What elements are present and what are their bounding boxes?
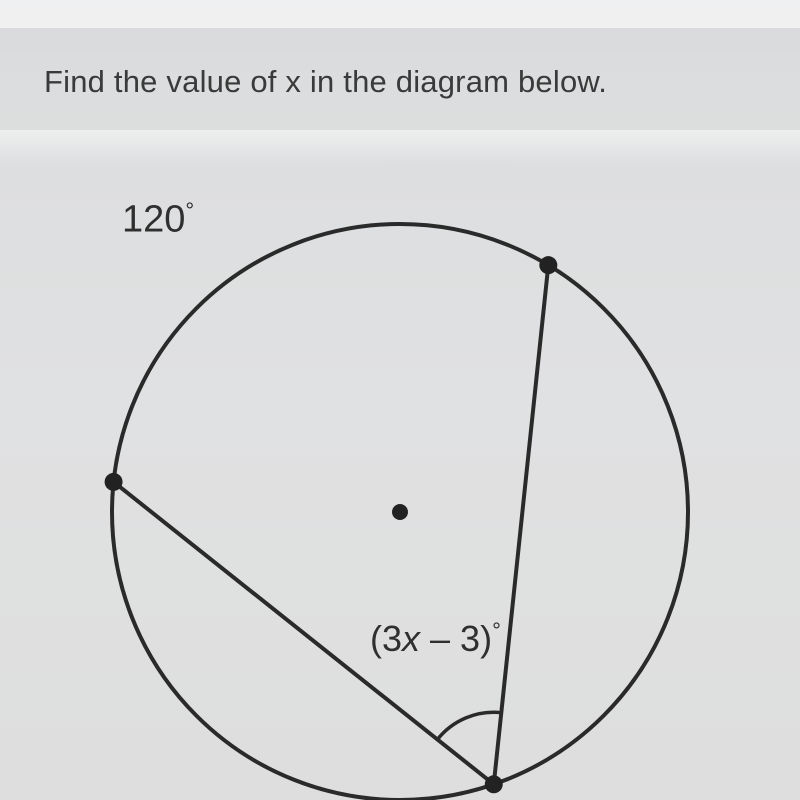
degree-symbol: °	[492, 618, 501, 643]
angle-open-paren: (	[370, 618, 382, 659]
question-text: Find the value of x in the diagram below…	[44, 64, 607, 100]
angle-var: x	[402, 618, 420, 659]
angle-coef: 3	[382, 618, 402, 659]
arc-measure-value: 120	[122, 199, 185, 241]
diagram-svg	[60, 180, 760, 800]
degree-symbol: °	[185, 198, 194, 223]
angle-rest: – 3)	[420, 618, 492, 659]
diagram: 120° (3x – 3)°	[60, 180, 760, 800]
arc-measure-label: 120°	[122, 198, 194, 242]
inscribed-angle-label: (3x – 3)°	[370, 618, 501, 660]
